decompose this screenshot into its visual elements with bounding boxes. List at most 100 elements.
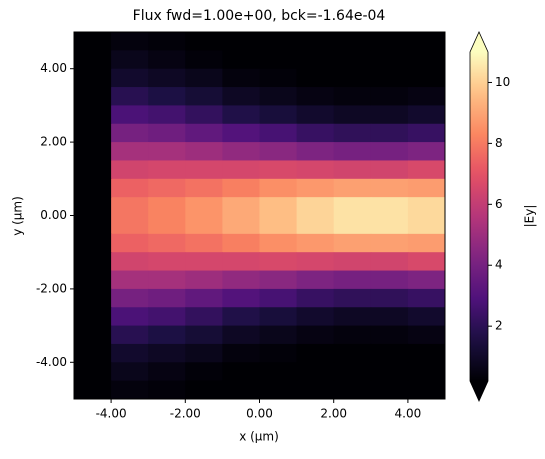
heatmap-cell bbox=[148, 197, 186, 216]
heatmap-cell bbox=[333, 68, 372, 88]
heatmap-cell bbox=[296, 68, 335, 88]
heatmap-cell bbox=[185, 50, 223, 70]
heatmap-cell bbox=[259, 160, 298, 180]
heatmap-cell bbox=[148, 252, 186, 272]
heatmap-cell bbox=[185, 270, 223, 290]
heatmap-cell bbox=[259, 142, 298, 161]
heatmap-cell bbox=[296, 270, 335, 290]
heatmap-cell bbox=[407, 68, 446, 88]
heatmap-cell bbox=[222, 32, 260, 51]
heatmap-cell bbox=[111, 233, 149, 253]
heatmap-cell bbox=[407, 178, 446, 198]
heatmap-cell bbox=[259, 343, 298, 363]
heatmap-cell bbox=[222, 160, 260, 180]
heatmap-cell bbox=[333, 178, 372, 198]
heatmap-cell bbox=[333, 197, 372, 216]
heatmap-cell bbox=[296, 380, 335, 400]
heatmap-cell bbox=[296, 307, 335, 327]
heatmap-cell bbox=[259, 215, 298, 235]
heatmap-cell bbox=[111, 32, 149, 51]
heatmap-cell bbox=[296, 87, 335, 106]
y-tick-label: 0.00 bbox=[40, 208, 67, 222]
heatmap-cell bbox=[148, 288, 186, 308]
heatmap-cell bbox=[148, 307, 186, 327]
heatmap-cell bbox=[370, 252, 409, 272]
heatmap-cell bbox=[185, 197, 223, 216]
heatmap-cell bbox=[222, 343, 260, 363]
heatmap-cell bbox=[111, 178, 149, 198]
heatmap-cell bbox=[148, 50, 186, 70]
heatmap-cell bbox=[407, 307, 446, 327]
heatmap-cell bbox=[148, 160, 186, 180]
heatmap-cell bbox=[111, 362, 149, 382]
colorbar-extend-bottom bbox=[470, 381, 488, 401]
heatmap-cell bbox=[74, 307, 112, 327]
heatmap-cell bbox=[222, 87, 260, 106]
heatmap-cell bbox=[259, 307, 298, 327]
heatmap-cell bbox=[407, 325, 446, 345]
heatmap-cell bbox=[111, 123, 149, 143]
heatmap-cell bbox=[259, 270, 298, 290]
heatmap-cell bbox=[148, 105, 186, 125]
heatmap-cell bbox=[148, 325, 186, 345]
heatmap-cell bbox=[148, 32, 186, 51]
heatmap-cell bbox=[74, 105, 112, 125]
heatmap-cell bbox=[185, 215, 223, 235]
heatmap-cell bbox=[370, 380, 409, 400]
heatmap-cell bbox=[74, 50, 112, 70]
heatmap-cell bbox=[148, 178, 186, 198]
x-tick-label: -4.00 bbox=[96, 407, 127, 421]
heatmap-cell bbox=[407, 343, 446, 363]
chart-title: Flux fwd=1.00e+00, bck=-1.64e-04 bbox=[133, 8, 386, 24]
heatmap-cell bbox=[333, 142, 372, 161]
heatmap-cell bbox=[407, 233, 446, 253]
heatmap-cell bbox=[148, 68, 186, 88]
heatmap-cell bbox=[370, 160, 409, 180]
heatmap-cell bbox=[222, 215, 260, 235]
heatmap-cell bbox=[222, 178, 260, 198]
heatmap-cell bbox=[296, 178, 335, 198]
heatmap-cell bbox=[259, 32, 298, 51]
heatmap-cell bbox=[407, 252, 446, 272]
heatmap-cell bbox=[111, 50, 149, 70]
heatmap-cell bbox=[111, 380, 149, 400]
heatmap-cell bbox=[111, 105, 149, 125]
heatmap-cell bbox=[407, 50, 446, 70]
heatmap-cell bbox=[111, 142, 149, 161]
heatmap-cell bbox=[407, 123, 446, 143]
heatmap-cell bbox=[370, 233, 409, 253]
heatmap-cell bbox=[296, 343, 335, 363]
heatmap-cell bbox=[185, 123, 223, 143]
heatmap-cell bbox=[296, 362, 335, 382]
heatmap-cell bbox=[259, 197, 298, 216]
heatmap-cell bbox=[407, 215, 446, 235]
heatmap-cell bbox=[370, 50, 409, 70]
heatmap-cell bbox=[222, 123, 260, 143]
colorbar-extend-top bbox=[470, 32, 488, 52]
heatmap-cell bbox=[333, 325, 372, 345]
heatmap-cell bbox=[74, 252, 112, 272]
heatmap-cell bbox=[333, 32, 372, 51]
heatmap-cell bbox=[111, 87, 149, 106]
heatmap-cell bbox=[74, 233, 112, 253]
heatmap-cell bbox=[185, 380, 223, 400]
heatmap-cell bbox=[74, 197, 112, 216]
colorbar-tick-label: 2 bbox=[495, 319, 503, 333]
heatmap-cell bbox=[222, 197, 260, 216]
heatmap-cell bbox=[259, 87, 298, 106]
heatmap-cell bbox=[74, 123, 112, 143]
heatmap-cell bbox=[148, 142, 186, 161]
heatmap-cell bbox=[74, 270, 112, 290]
heatmap-cell bbox=[74, 68, 112, 88]
heatmap-cell bbox=[148, 215, 186, 235]
heatmap-cell bbox=[407, 105, 446, 125]
heatmap-cell bbox=[74, 87, 112, 106]
heatmap-cell bbox=[296, 288, 335, 308]
heatmap-cell bbox=[333, 233, 372, 253]
heatmap-cell bbox=[370, 178, 409, 198]
heatmap-cell bbox=[111, 288, 149, 308]
heatmap-cell bbox=[185, 343, 223, 363]
heatmap-cell bbox=[333, 270, 372, 290]
heatmap-cell bbox=[370, 325, 409, 345]
heatmap-cell bbox=[74, 380, 112, 400]
